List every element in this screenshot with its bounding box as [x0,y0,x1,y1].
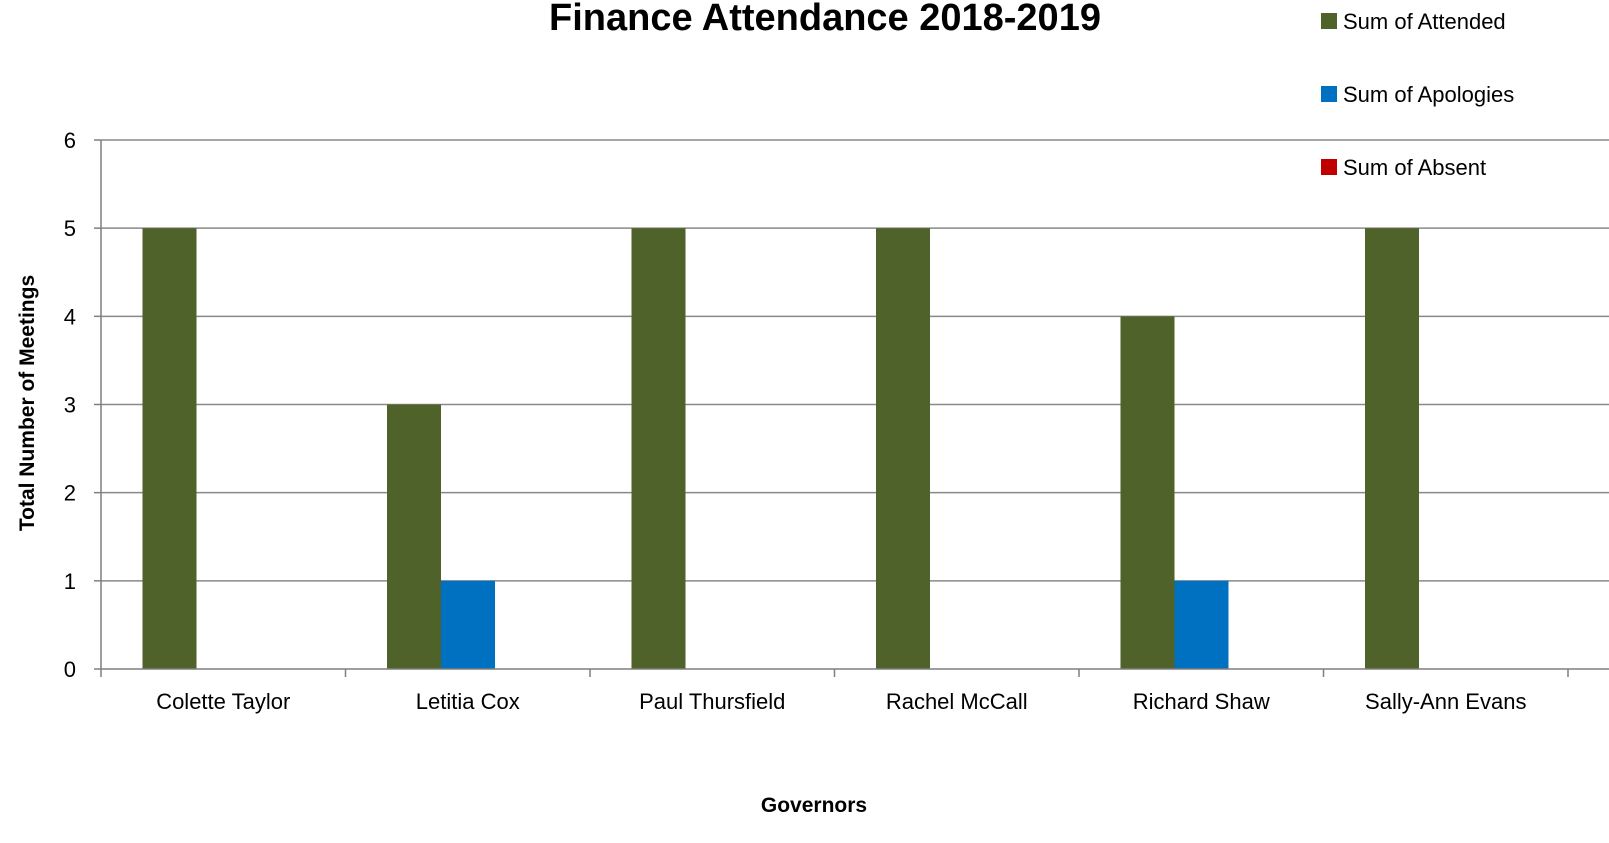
x-tick-label: Colette Taylor [156,689,290,714]
chart-title: Finance Attendance 2018-2019 [549,0,1101,39]
legend-swatch [1321,159,1337,175]
x-tick-label: Rachel McCall [886,689,1028,714]
legend-label: Sum of Absent [1343,155,1486,180]
y-tick-label: 4 [64,304,76,329]
plot-bars [142,228,1419,669]
y-axis-title: Total Number of Meetings [16,275,39,531]
gridlines [94,139,1609,670]
legend-label: Sum of Apologies [1343,82,1514,107]
bar [1120,316,1175,669]
bar [1174,580,1229,669]
y-tick-label: 2 [64,481,76,506]
y-tick-label: 3 [64,393,76,418]
legend: Sum of Attended Sum of Apologies Sum of Ab… [1321,9,1514,180]
x-tick-label: Richard Shaw [1133,689,1270,714]
y-tick-label: 5 [64,216,76,241]
y-tick-label: 0 [64,657,76,682]
x-tick-label: Paul Thursfield [639,689,785,714]
bar [1365,228,1419,669]
legend-label: Sum of Attended [1343,9,1506,34]
x-axis-title: Governors [761,794,867,817]
y-tick-label: 1 [64,569,76,594]
bar [387,404,441,669]
bar [441,580,495,669]
x-tick-label: Letitia Cox [416,689,520,714]
x-tick-label: Sally-Ann Evans [1365,689,1526,714]
legend-swatch [1321,13,1337,29]
bar [876,228,930,669]
bar [631,228,686,669]
y-tick-label: 6 [64,128,76,153]
legend-swatch [1321,86,1337,102]
bar [142,228,197,669]
y-tick-labels: 0 1 2 3 4 5 6 [64,128,76,682]
axes [100,140,1609,677]
x-tick-labels: Colette Taylor Letitia Cox Paul Thursfield… [156,689,1526,714]
